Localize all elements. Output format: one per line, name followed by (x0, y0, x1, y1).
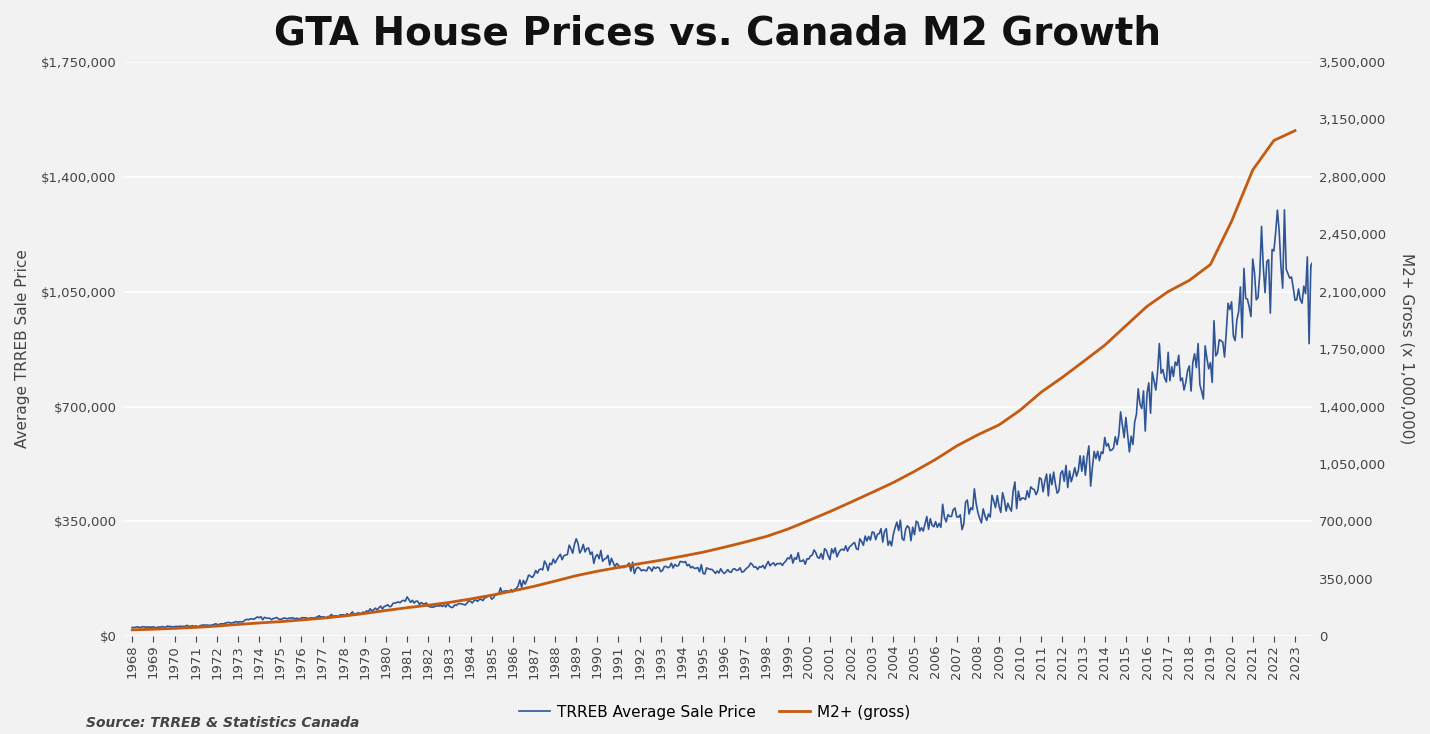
TRREB Average Sale Price (1197, 341, 1214, 350)
Text: Source: TRREB & Statistics Canada: Source: TRREB & Statistics Canada (86, 716, 359, 730)
TRREB Average Sale Price (1276, 206, 1293, 214)
M2+ (gross) (885, 478, 902, 487)
Line: TRREB Average Sale Price: TRREB Average Sale Price (132, 210, 1314, 628)
M2+ (gross) (144, 625, 162, 633)
M2+ (gross) (1287, 126, 1304, 135)
Line: M2+ (gross): M2+ (gross) (132, 131, 1296, 630)
Title: GTA House Prices vs. Canada M2 Growth: GTA House Prices vs. Canada M2 Growth (275, 15, 1161, 53)
TRREB Average Sale Price (147, 623, 164, 632)
TRREB Average Sale Price (1306, 327, 1323, 336)
TRREB Average Sale Price (317, 614, 335, 622)
TRREB Average Sale Price (440, 602, 458, 611)
Legend: TRREB Average Sale Price, M2+ (gross): TRREB Average Sale Price, M2+ (gross) (513, 699, 917, 727)
TRREB Average Sale Price (1121, 448, 1138, 457)
TRREB Average Sale Price (159, 622, 176, 631)
M2+ (gross) (842, 498, 859, 506)
TRREB Average Sale Price (512, 575, 529, 584)
TRREB Average Sale Price (123, 623, 140, 632)
M2+ (gross) (546, 577, 563, 586)
M2+ (gross) (779, 525, 797, 534)
Y-axis label: M2+ Gross (x 1,000,000): M2+ Gross (x 1,000,000) (1400, 253, 1416, 445)
M2+ (gross) (123, 625, 140, 634)
M2+ (gross) (1011, 406, 1028, 415)
Y-axis label: Average TRREB Sale Price: Average TRREB Sale Price (14, 250, 30, 448)
